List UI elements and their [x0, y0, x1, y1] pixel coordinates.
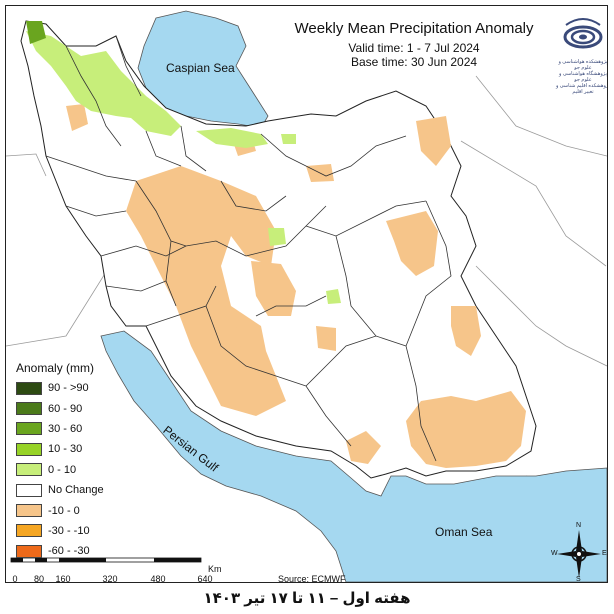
logo-text: پژوهشکده هواشناسی و علوم جو پژوهشگاه هوا… [555, 59, 608, 95]
compass-w: W [551, 550, 558, 557]
scale-unit: Km [208, 564, 222, 574]
legend-label: 30 - 60 [48, 422, 83, 435]
legend-swatch [16, 381, 42, 395]
legend-swatch [16, 544, 42, 558]
persian-gulf-water [100, 330, 607, 582]
legend-swatch [16, 422, 42, 436]
scale-tick: 0 [12, 574, 18, 583]
compass-n: N [576, 522, 582, 529]
legend-item: 90 - >90 [16, 378, 126, 398]
legend-rows: 90 - >90 60 - 90 30 - 60 10 - 30 0 - 10 No Ch… [16, 378, 126, 562]
legend-item: -30 - -10 [16, 521, 126, 541]
map-frame: Weekly Mean Precipitation Anomaly Valid … [5, 5, 608, 583]
legend-swatch [16, 402, 42, 416]
scale-bar-graphic [10, 557, 202, 563]
legend-item: 30 - 60 [16, 419, 126, 439]
institute-logo: پژوهشکده هواشناسی و علوم جو پژوهشگاه هوا… [554, 15, 607, 95]
footer-week-label: هفته اول – ۱۱ تا ۱۷ تیر ۱۴۰۳ [203, 590, 411, 607]
map-title: Weekly Mean Precipitation Anomaly [294, 20, 534, 37]
scale-tick: 160 [55, 574, 71, 583]
source-label: Source: ECMWF [278, 574, 346, 583]
positive-anomaly-strong [26, 21, 46, 44]
legend-label: No Change [48, 484, 104, 497]
logo-swirl-icon [563, 18, 603, 49]
scale-bar: Km 0 80 160 320 480 640 [12, 562, 221, 583]
negative-anomaly-patches [66, 104, 526, 468]
iran-land [20, 20, 537, 479]
base-time-label: Base time: 30 Jun 2024 [350, 55, 478, 69]
scale-tick: 480 [150, 574, 166, 583]
legend-swatch [16, 504, 42, 518]
legend-label: -60 - -30 [48, 545, 90, 558]
legend-item: 60 - 90 [16, 398, 126, 418]
legend-label: -30 - -10 [48, 524, 90, 537]
oman-sea-label: Oman Sea [435, 525, 493, 539]
map-canvas [6, 10, 607, 582]
scale-tick: 640 [197, 574, 213, 583]
legend: Anomaly (mm) 90 - >90 60 - 90 30 - 60 10 - … [16, 361, 126, 562]
legend-label: 0 - 10 [48, 463, 77, 476]
caspian-sea-label: Caspian Sea [166, 61, 235, 75]
legend-item: -60 - -30 [16, 541, 126, 561]
scale-tick: 80 [33, 574, 45, 583]
legend-item: -10 - 0 [16, 500, 126, 520]
legend-title: Anomaly (mm) [16, 361, 95, 375]
province-boundaries [45, 35, 452, 462]
legend-item: No Change [16, 480, 126, 500]
legend-label: 60 - 90 [48, 402, 83, 415]
legend-swatch [16, 463, 42, 477]
legend-swatch [16, 483, 42, 497]
legend-swatch [16, 524, 42, 538]
legend-swatch [16, 442, 42, 456]
scale-tick: 320 [102, 574, 118, 583]
compass-rose: N S W E [551, 522, 607, 583]
compass-s: S [576, 576, 581, 583]
positive-anomaly-patches [26, 31, 341, 304]
legend-item: 10 - 30 [16, 439, 126, 459]
compass-e: E [602, 550, 607, 557]
valid-time-label: Valid time: 1 - 7 Jul 2024 [348, 41, 480, 55]
compass-icon [557, 530, 601, 578]
legend-label: 90 - >90 [48, 382, 89, 395]
legend-item: 0 - 10 [16, 460, 126, 480]
legend-label: -10 - 0 [48, 504, 80, 517]
legend-label: 10 - 30 [48, 443, 83, 456]
